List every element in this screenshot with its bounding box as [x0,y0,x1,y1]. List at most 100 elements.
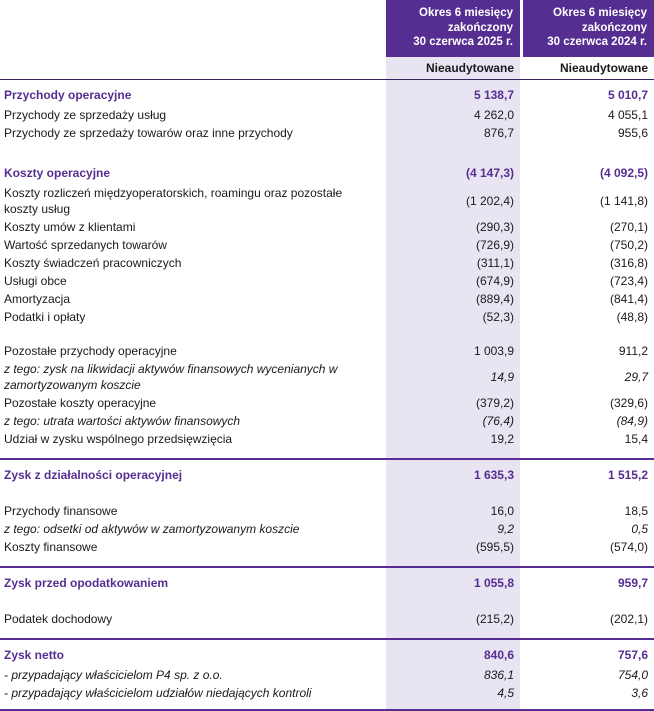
value-2025: 4,5 [386,683,520,702]
row-label: Podatek dochodowy [4,611,113,626]
value-2024: (4 092,5) [599,165,648,180]
row-label [0,628,386,638]
value-2024: 911,2 [618,343,648,358]
value-2025: 9,2 [386,519,520,538]
value-2024: 757,6 [617,647,648,662]
value-2025: 14,9 [386,359,520,394]
table-row: z tego: odsetki od aktywów w zamortyzowa… [0,519,654,538]
value-2024 [520,326,654,342]
table-row: Zysk z działalności operacyjnej 1 635,3 1 … [0,459,654,486]
spacer-row [0,141,654,158]
row-label [0,594,386,610]
period-header-row: Okres 6 miesięcy zakończony 30 czerwca 2… [0,0,654,57]
audit-note-2024: Nieaudytowane [559,60,648,75]
row-label: Amortyzacja [4,291,71,306]
table-row: Przychody operacyjne 5 138,7 5 010,7 [0,79,654,106]
table-row: z tego: zysk na likwidacji aktywów finan… [0,359,654,394]
value-2024 [520,628,654,638]
value-2025: (726,9) [386,235,520,254]
period-line: Okres 6 miesięcy [553,7,647,19]
value-2024 [520,486,654,502]
value-2025: (311,1) [386,253,520,272]
section-rule [0,627,654,640]
value-2024: 959,7 [617,575,648,590]
spacer-row [0,325,654,342]
table-row: Pozostałe przychody operacyjne 1 003,9 911… [0,341,654,360]
row-label: Przychody finansowe [4,503,118,518]
section-rule [0,447,654,460]
value-2024: (574,0) [609,539,648,554]
value-2024: 29,7 [624,369,648,384]
period-line: zakończony [581,21,647,34]
value-2024 [520,556,654,566]
value-2024 [520,594,654,610]
value-2025: 19,2 [386,429,520,448]
value-2024 [520,142,654,158]
header-corner-cell [0,0,386,57]
row-label: Usługi obce [4,273,67,288]
row-label: Koszty rozliczeń międzyoperatorskich, ro… [4,185,343,216]
audit-note-spacer-cell [0,57,386,79]
value-2025: 4 262,0 [386,105,520,124]
row-label: - przypadający właścicielom udziałów nie… [4,685,312,700]
value-2025: 1 635,3 [386,459,520,486]
spacer-row [0,485,654,502]
table-row: Zysk przed opodatkowaniem 1 055,8 959,7 [0,567,654,594]
table-row: Pozostałe koszty operacyjne (379,2) (329,6… [0,393,654,412]
row-label [0,556,386,566]
value-2025 [386,485,520,502]
table-row: Zysk netto 840,6 757,6 [0,639,654,666]
row-label: Przychody ze sprzedaży towarów oraz inne… [4,125,293,140]
period-header-2024: Okres 6 miesięcy zakończony 30 czerwca 2… [520,0,654,57]
row-label: Koszty świadczeń pracowniczych [4,255,182,270]
value-2025: 1 055,8 [386,567,520,594]
value-2024: (723,4) [609,273,648,288]
value-2025: (52,3) [386,307,520,326]
table-row: Wartość sprzedanych towarów (726,9) (750,2… [0,235,654,254]
value-2024: 4 055,1 [607,107,648,122]
value-2024: (1 141,8) [599,193,648,208]
period-line: zakończony [447,21,513,34]
value-2024: (84,9) [616,413,648,428]
period-line: 30 czerwca 2024 r. [547,36,647,48]
value-2025: (1 202,4) [386,183,520,218]
value-2024: (841,4) [609,291,648,306]
value-2025: 836,1 [386,665,520,684]
row-label [0,702,386,709]
value-2025: (4 147,3) [386,157,520,184]
value-2025: 5 138,7 [386,79,520,106]
value-2024: 754,0 [617,667,648,682]
row-label [0,142,386,158]
row-label [0,326,386,342]
value-2024: (270,1) [609,219,648,234]
row-label: Pozostałe przychody operacyjne [4,343,177,358]
row-label: Zysk netto [4,647,65,662]
period-header-2025: Okres 6 miesięcy zakończony 30 czerwca 2… [386,0,520,57]
row-label: z tego: utrata wartości aktywów finansow… [4,413,241,428]
row-label [0,486,386,502]
spacer-row [0,593,654,610]
row-label: Udział w zysku wspólnego przedsięwzięcia [4,431,233,446]
row-label: Koszty operacyjne [4,165,111,180]
row-label: Podatki i opłaty [4,309,86,324]
row-label: - przypadający właścicielom P4 sp. z o.o… [4,667,223,682]
period-line: 30 czerwca 2025 r. [413,36,513,48]
value-2024: 15,4 [624,431,648,446]
audit-note-2025: Nieaudytowane [386,56,520,79]
value-2025 [386,627,520,638]
table-row: - przypadający właścicielom P4 sp. z o.o… [0,665,654,684]
audit-note-row: Nieaudytowane Nieaudytowane [0,56,654,80]
value-2025: 840,6 [386,639,520,666]
value-2024: (329,6) [609,395,648,410]
table-row: Koszty finansowe (595,5) (574,0) [0,537,654,556]
table-row: Udział w zysku wspólnego przedsięwzięcia… [0,429,654,448]
table-row: Podatek dochodowy (215,2) (202,1) [0,609,654,628]
value-2025 [386,325,520,342]
section-rule [0,701,654,711]
row-label [0,448,386,458]
value-2024: 18,5 [624,503,648,518]
row-label: Pozostałe koszty operacyjne [4,395,157,410]
table-row: Koszty rozliczeń międzyoperatorskich, ro… [0,183,654,218]
table-body: Przychody operacyjne 5 138,7 5 010,7 Przych… [0,79,654,711]
